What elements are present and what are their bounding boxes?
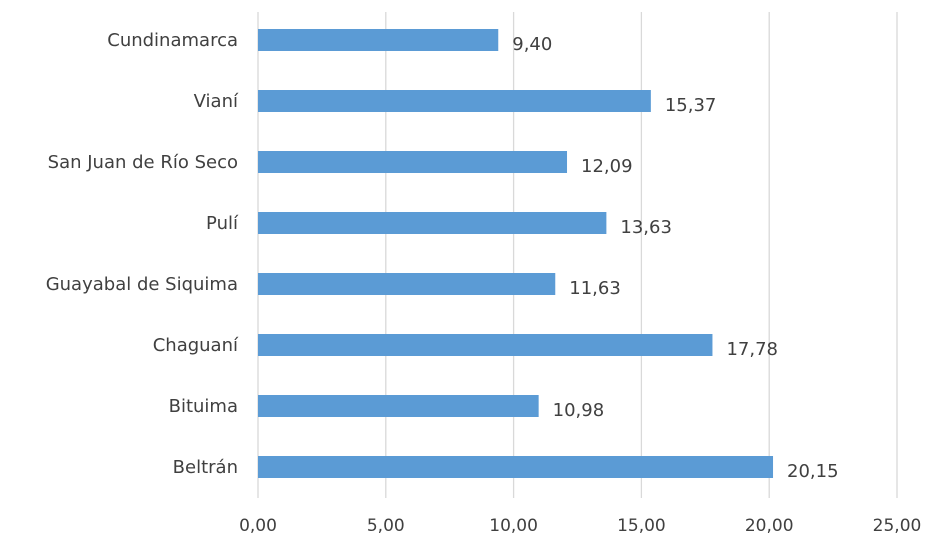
value-label: 13,63 (620, 217, 672, 238)
value-label: 20,15 (787, 461, 839, 482)
x-tick-label: 5,00 (367, 516, 405, 536)
bar (258, 29, 499, 51)
gridlines (257, 12, 898, 498)
bar (258, 90, 651, 112)
x-tick-label: 15,00 (617, 516, 666, 536)
bar (258, 456, 774, 478)
value-labels: 9,40 15,37 12,09 13,63 11,63 17,78 10,98 20,15 (512, 34, 838, 482)
bar (258, 212, 607, 234)
value-label: 17,78 (726, 339, 778, 360)
value-label: 11,63 (569, 278, 621, 299)
category-label: Beltrán (173, 457, 238, 478)
category-label: San Juan de Río Seco (48, 152, 238, 173)
bar (258, 334, 713, 356)
bars (258, 29, 774, 478)
value-label: 9,40 (512, 34, 552, 55)
category-label: Cundinamarca (107, 30, 238, 51)
category-labels: Cundinamarca Vianí San Juan de Río Seco Pul… (46, 30, 239, 478)
bar (258, 273, 556, 295)
category-label: Bituima (169, 396, 238, 417)
bar (258, 151, 568, 173)
x-tick-label: 10,00 (489, 516, 538, 536)
x-tick-label: 20,00 (745, 516, 794, 536)
x-tick-label: 25,00 (873, 516, 922, 536)
x-axis-tick-labels: 0,00 5,00 10,00 15,00 20,00 25,00 (239, 516, 921, 536)
bar (258, 395, 539, 417)
value-label: 12,09 (581, 156, 633, 177)
value-label: 15,37 (665, 95, 717, 116)
category-label: Guayabal de Siquima (46, 274, 238, 295)
category-label: Chaguaní (153, 335, 239, 356)
category-label: Pulí (206, 213, 239, 234)
category-label: Vianí (194, 91, 239, 112)
value-label: 10,98 (553, 400, 605, 421)
x-tick-label: 0,00 (239, 516, 277, 536)
